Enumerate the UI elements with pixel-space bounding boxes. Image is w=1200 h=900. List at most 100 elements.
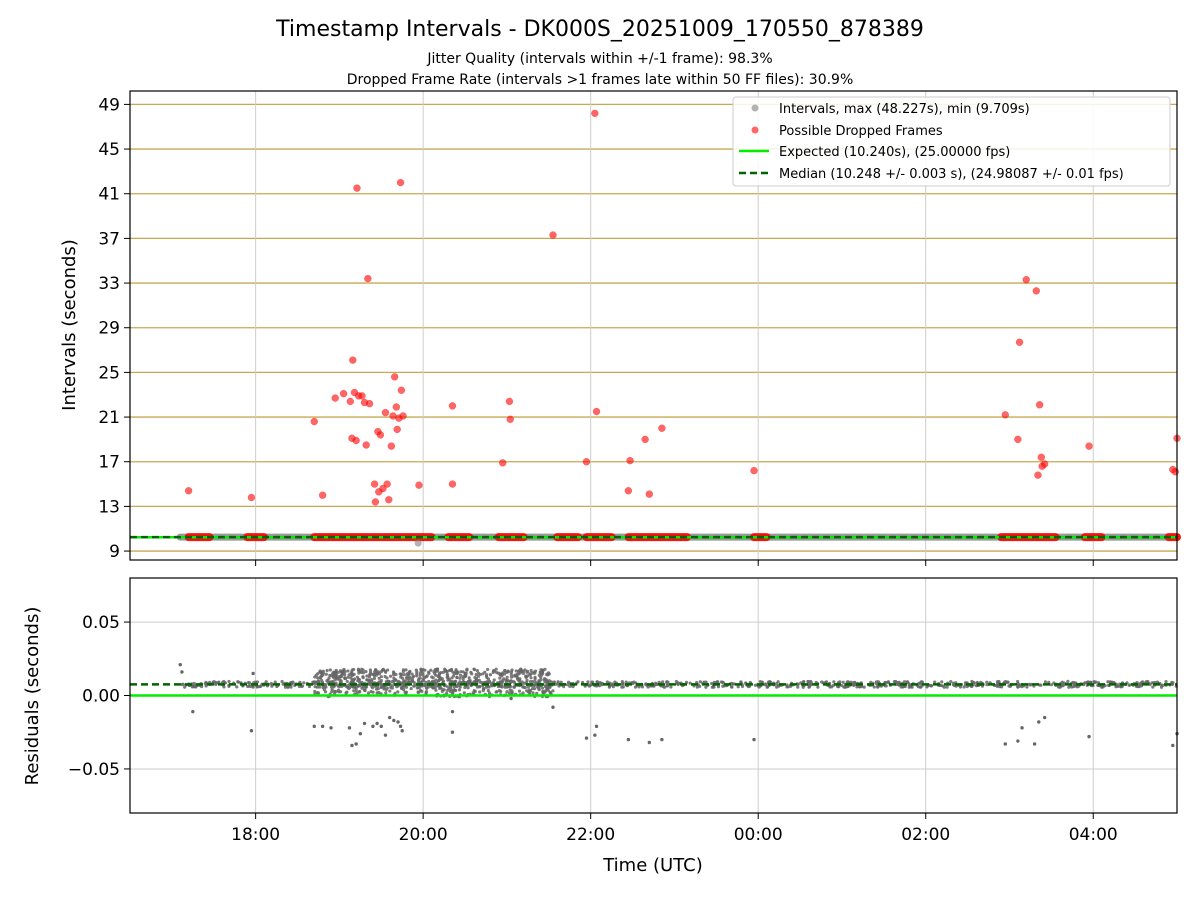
residual-point — [516, 672, 521, 676]
residual-point — [512, 685, 517, 689]
residual-point — [1083, 681, 1087, 685]
residual-point — [408, 669, 412, 673]
x-tick-label: 04:00 — [1069, 825, 1118, 845]
residual-point — [448, 686, 453, 690]
legend-expected-label: Expected (10.240s), (25.00000 fps) — [779, 145, 1010, 160]
residual-point — [1072, 681, 1076, 685]
residual-point — [498, 676, 502, 680]
residual-point — [796, 685, 800, 689]
residual-point — [816, 685, 820, 689]
residual-point — [763, 683, 767, 687]
residual-point — [552, 680, 557, 684]
residual-point — [281, 682, 285, 686]
residual-point — [466, 686, 470, 690]
residual-point — [985, 683, 989, 687]
residual-outlier-point — [450, 709, 455, 714]
residual-point — [586, 680, 590, 684]
residual-point — [360, 667, 364, 671]
residual-point — [716, 685, 720, 689]
residual-point — [538, 670, 543, 675]
residual-point — [352, 678, 356, 682]
dropped-frame-point — [396, 178, 405, 187]
residual-point — [1066, 679, 1070, 684]
residual-point — [499, 684, 503, 688]
residual-point — [785, 685, 789, 689]
residual-point — [458, 676, 462, 680]
residual-point — [322, 685, 326, 689]
residual-point — [431, 676, 435, 680]
intervals-panel: 9 13 17 21 25 29 33 37 41 45 49 Intervals (seconds… — [59, 90, 1181, 566]
residual-point — [440, 689, 444, 694]
residual-point — [461, 677, 465, 681]
residual-point — [402, 673, 406, 677]
residual-point — [444, 668, 448, 672]
residual-point — [323, 690, 328, 694]
residual-point — [933, 680, 937, 684]
residuals-y-label: Residuals (seconds) — [22, 607, 43, 786]
residual-point — [401, 669, 405, 674]
residual-point — [1109, 680, 1113, 684]
residual-point — [551, 689, 555, 693]
x-axis-label: Time (UTC) — [602, 855, 703, 876]
residual-point — [319, 670, 323, 675]
residual-point — [399, 673, 403, 677]
residual-point — [331, 680, 335, 684]
dropped-frame-point — [750, 466, 758, 475]
residual-point — [334, 668, 338, 672]
residual-point — [388, 674, 393, 678]
residual-point — [334, 689, 338, 694]
residual-point — [519, 667, 523, 671]
residual-point — [486, 667, 490, 672]
residual-point — [537, 673, 541, 677]
residual-point — [1150, 681, 1154, 685]
residual-point — [356, 679, 360, 683]
residual-point — [302, 681, 306, 685]
dropped-frame-point — [415, 481, 423, 489]
residual-point — [410, 679, 414, 683]
residual-point — [919, 680, 924, 684]
residual-point — [328, 668, 332, 672]
residual-point — [1136, 685, 1141, 689]
residual-point — [396, 679, 401, 683]
residual-point — [372, 674, 377, 678]
residual-outlier-point — [1037, 720, 1041, 724]
residual-outlier-point — [191, 709, 195, 714]
residual-point — [485, 676, 489, 680]
residual-point — [688, 681, 692, 685]
residual-outlier-point — [584, 736, 589, 740]
x-tick-label: 00:00 — [734, 825, 783, 845]
residual-point — [449, 689, 453, 694]
residual-outlier-point — [450, 730, 455, 734]
residual-point — [872, 685, 876, 689]
residual-point — [509, 679, 513, 683]
residual-point — [452, 685, 457, 689]
residual-point — [624, 680, 628, 684]
residual-point — [449, 667, 454, 672]
intervals-y-label: Intervals (seconds) — [59, 239, 80, 411]
residual-point — [530, 686, 535, 691]
residual-point — [1164, 679, 1168, 684]
chart-subtitle-dropped: Dropped Frame Rate (intervals >1 frames … — [347, 72, 854, 88]
residual-point — [361, 671, 366, 675]
residual-point — [843, 685, 847, 689]
dropped-frame-point — [393, 425, 401, 434]
residual-point — [475, 685, 480, 689]
dropped-frame-point — [390, 373, 399, 381]
residual-point — [372, 676, 377, 680]
residual-point — [530, 671, 534, 675]
residual-outlier-point — [375, 721, 379, 726]
residual-point — [487, 685, 491, 689]
residuals-panel: −0.05 0.00 0.05 18:00 20:00 22:00 00:00 02:00 0… — [22, 577, 1179, 876]
dropped-frame-point — [318, 491, 327, 499]
residual-point — [806, 679, 810, 684]
dropped-frame-point — [1022, 275, 1030, 284]
residual-point — [620, 680, 624, 684]
residual-point — [509, 684, 513, 689]
dropped-frame-point — [358, 392, 366, 400]
residual-point — [704, 680, 708, 684]
residual-point — [314, 680, 318, 685]
residual-point — [876, 685, 880, 689]
intervals-y-tick-label: 21 — [98, 408, 120, 428]
residual-point — [841, 680, 845, 684]
residual-outlier-point — [660, 737, 664, 742]
